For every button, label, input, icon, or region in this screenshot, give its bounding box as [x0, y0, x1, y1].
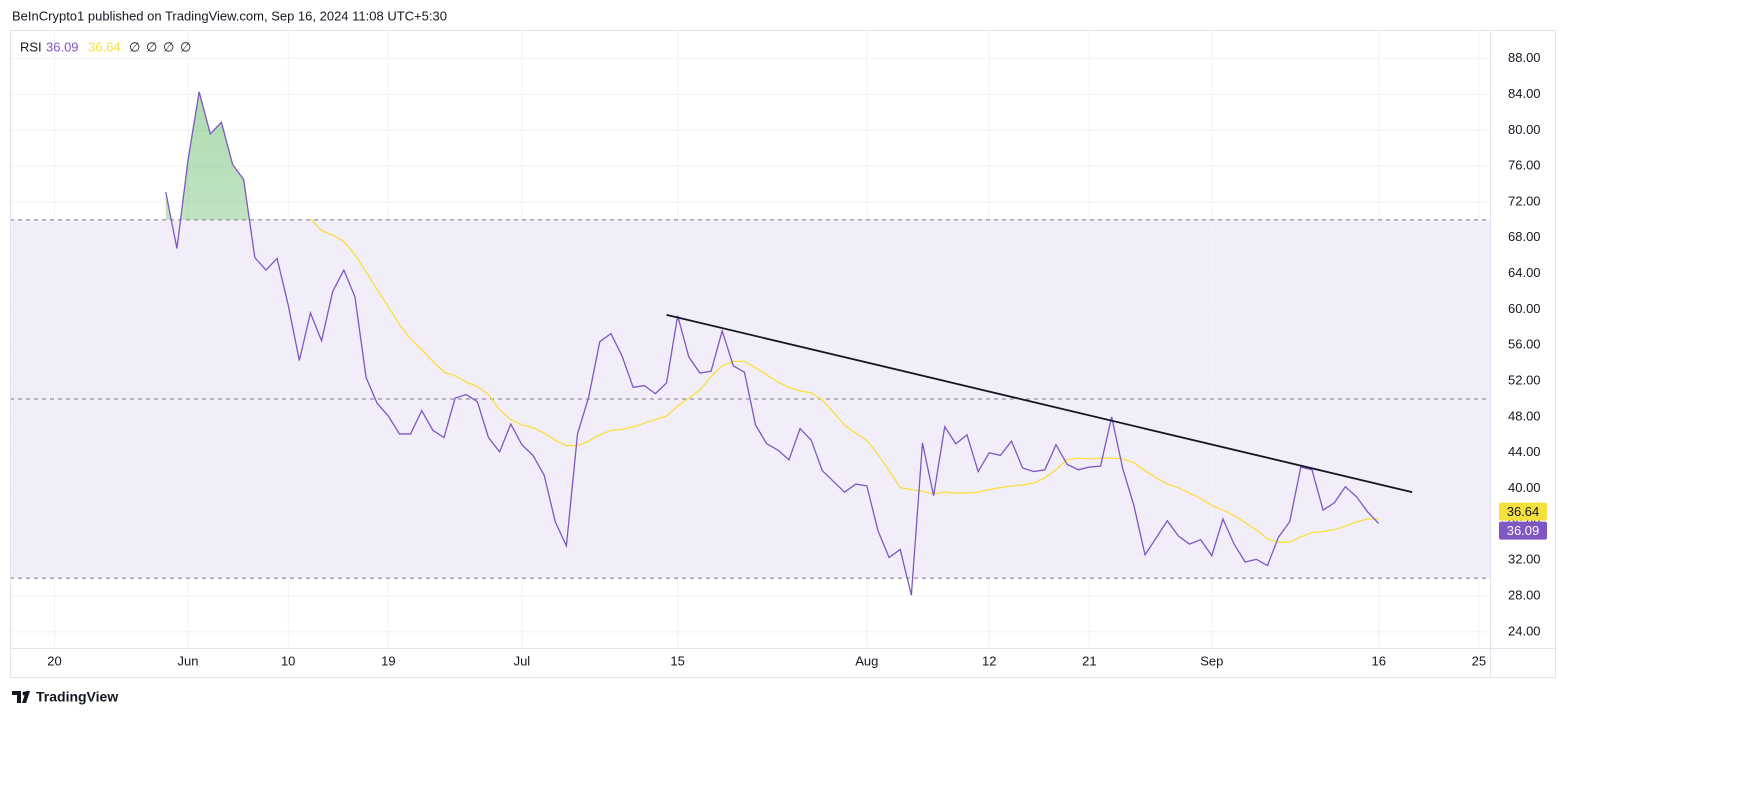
legend-extra: ∅ — [163, 39, 174, 54]
y-tick-label: 72.00 — [1508, 193, 1541, 208]
plot: 20 Jun 10 19 Jul 15 Aug 12 21 Sep 16 25 24.00 28.00 32… — [10, 30, 1555, 677]
price-badge — [1499, 502, 1547, 521]
y-tick-label: 32.00 — [1508, 552, 1541, 567]
x-tick-label: 21 — [1082, 653, 1096, 668]
y-tick-label: 52.00 — [1508, 373, 1541, 388]
x-tick-label: Aug — [855, 653, 878, 668]
price-badge-label: 36.09 — [1507, 523, 1540, 538]
header: BeInCrypto1 published on TradingView.com… — [12, 8, 447, 23]
x-tick-label: Sep — [1200, 653, 1223, 668]
y-tick-label: 24.00 — [1508, 623, 1541, 638]
series-line — [309, 218, 1379, 543]
y-tick-label: 80.00 — [1508, 122, 1541, 137]
x-tick-label: 15 — [670, 653, 684, 668]
x-tick-label: Jun — [178, 653, 199, 668]
legend-extra: ∅ — [129, 39, 140, 54]
x-tick-label: 20 — [47, 653, 61, 668]
y-tick-label: 76.00 — [1508, 158, 1541, 173]
y-tick-label: 60.00 — [1508, 301, 1541, 316]
x-tick-label: 12 — [982, 653, 996, 668]
y-tick-label: 88.00 — [1508, 50, 1541, 65]
price-badge — [1499, 521, 1547, 540]
trendline — [666, 313, 1413, 494]
legend-value: 36.64 — [88, 39, 121, 54]
y-tick-label: 56.00 — [1508, 337, 1541, 352]
y-tick-label: 48.00 — [1508, 408, 1541, 423]
logo — [12, 691, 30, 703]
x-tick-label: 16 — [1371, 653, 1385, 668]
legend-extra: ∅ — [146, 39, 157, 54]
legend-value: 36.09 — [46, 39, 79, 54]
x-tick-label: 19 — [381, 653, 395, 668]
logo-dot — [22, 691, 27, 696]
y-tick-label: 84.00 — [1508, 86, 1541, 101]
y-tick-label: 28.00 — [1508, 587, 1541, 602]
legend-name: RSI — [20, 39, 42, 54]
footer: TradingView — [36, 689, 118, 705]
y-tick-label: 64.00 — [1508, 265, 1541, 280]
legend-extra: ∅ — [180, 39, 191, 54]
logo-mark — [12, 691, 30, 703]
y-tick-label: 68.00 — [1508, 229, 1541, 244]
y-tick-label: 44.00 — [1508, 444, 1541, 459]
x-tick-label: 25 — [1472, 653, 1486, 668]
x-tick-label: 10 — [281, 653, 295, 668]
y-tick-label: 40.00 — [1508, 480, 1541, 495]
x-tick-label: Jul — [514, 653, 531, 668]
price-badge-label: 36.64 — [1507, 504, 1540, 519]
series-line — [165, 91, 1380, 596]
frame — [10, 30, 1556, 678]
